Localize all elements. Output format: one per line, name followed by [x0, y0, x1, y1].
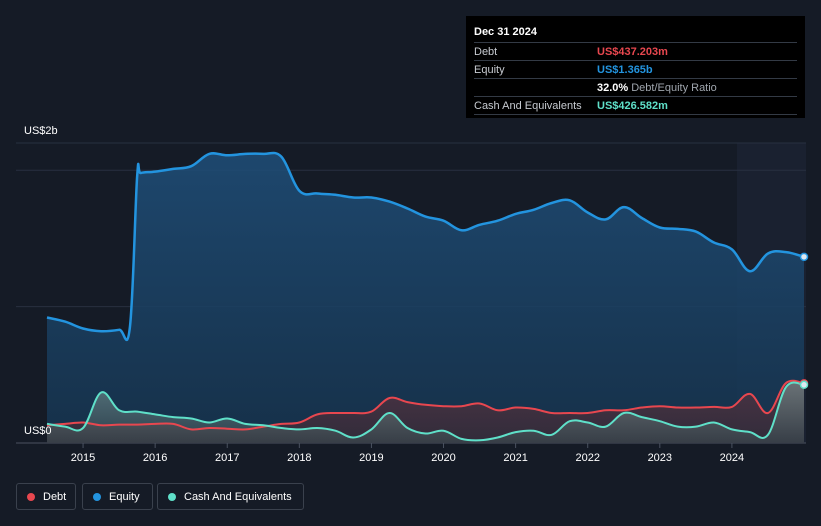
equity-end-marker [799, 252, 809, 262]
cash-area [47, 382, 804, 443]
x-tick-label: 2017 [215, 452, 239, 464]
x-tick-label: 2022 [575, 452, 599, 464]
tooltip-cash-row: Cash And Equivalents US$426.582m [474, 96, 797, 115]
tooltip-cash-label: Cash And Equivalents [474, 99, 582, 112]
y-axis-top-label: US$2b [24, 125, 58, 137]
x-axis: 2015 2016 2017 2018 2019 2020 2021 2022 2023 2024 [71, 443, 744, 464]
debt-dot-icon [27, 492, 35, 501]
x-tick-label: 2023 [648, 452, 672, 464]
legend-equity[interactable]: Equity [82, 483, 153, 510]
x-tick-label: 2020 [431, 452, 455, 464]
equity-dot-icon [93, 492, 101, 501]
x-tick-label: 2016 [143, 452, 167, 464]
tooltip-ratio-label: Debt/Equity Ratio [631, 81, 717, 94]
tooltip-cash-value: US$426.582m [597, 99, 668, 112]
equity-line [46, 151, 805, 342]
tooltip-ratio-value: 32.0% [597, 81, 629, 94]
tooltip-panel: Dec 31 2024 Debt US$437.203m Equity US$1… [466, 16, 805, 118]
tooltip-date: Dec 31 2024 [474, 26, 537, 38]
legend-debt[interactable]: Debt [16, 483, 76, 510]
x-tick-label: 2015 [71, 452, 95, 464]
tooltip-debt-label: Debt [474, 45, 498, 58]
legend-debt-label: Debt [43, 490, 67, 503]
legend-equity-label: Equity [109, 490, 140, 503]
x-tick-label: 2021 [503, 452, 527, 464]
equity-area [47, 152, 804, 444]
tooltip-debt-row: Debt US$437.203m [474, 42, 797, 60]
cash-end-marker [799, 380, 809, 390]
tooltip-equity-row: Equity US$1.365b [474, 60, 797, 78]
legend-cash-label: Cash And Equivalents [184, 490, 292, 503]
debt-line [46, 379, 805, 431]
y-axis-bottom-label: US$0 [24, 425, 52, 437]
cash-line [46, 381, 805, 442]
x-tick-label: 2018 [287, 452, 311, 464]
x-tick-label: 2024 [720, 452, 744, 464]
x-tick-label: 2019 [359, 452, 383, 464]
end-markers [799, 252, 809, 390]
tooltip-debt-value: US$437.203m [597, 45, 668, 58]
tooltip-equity-label: Equity [474, 63, 505, 76]
tooltip-ratio-row: 32.0% Debt/Equity Ratio [474, 78, 797, 96]
cash-dot-icon [168, 492, 176, 501]
tooltip-equity-value: US$1.365b [597, 63, 653, 76]
legend-cash[interactable]: Cash And Equivalents [157, 483, 304, 510]
